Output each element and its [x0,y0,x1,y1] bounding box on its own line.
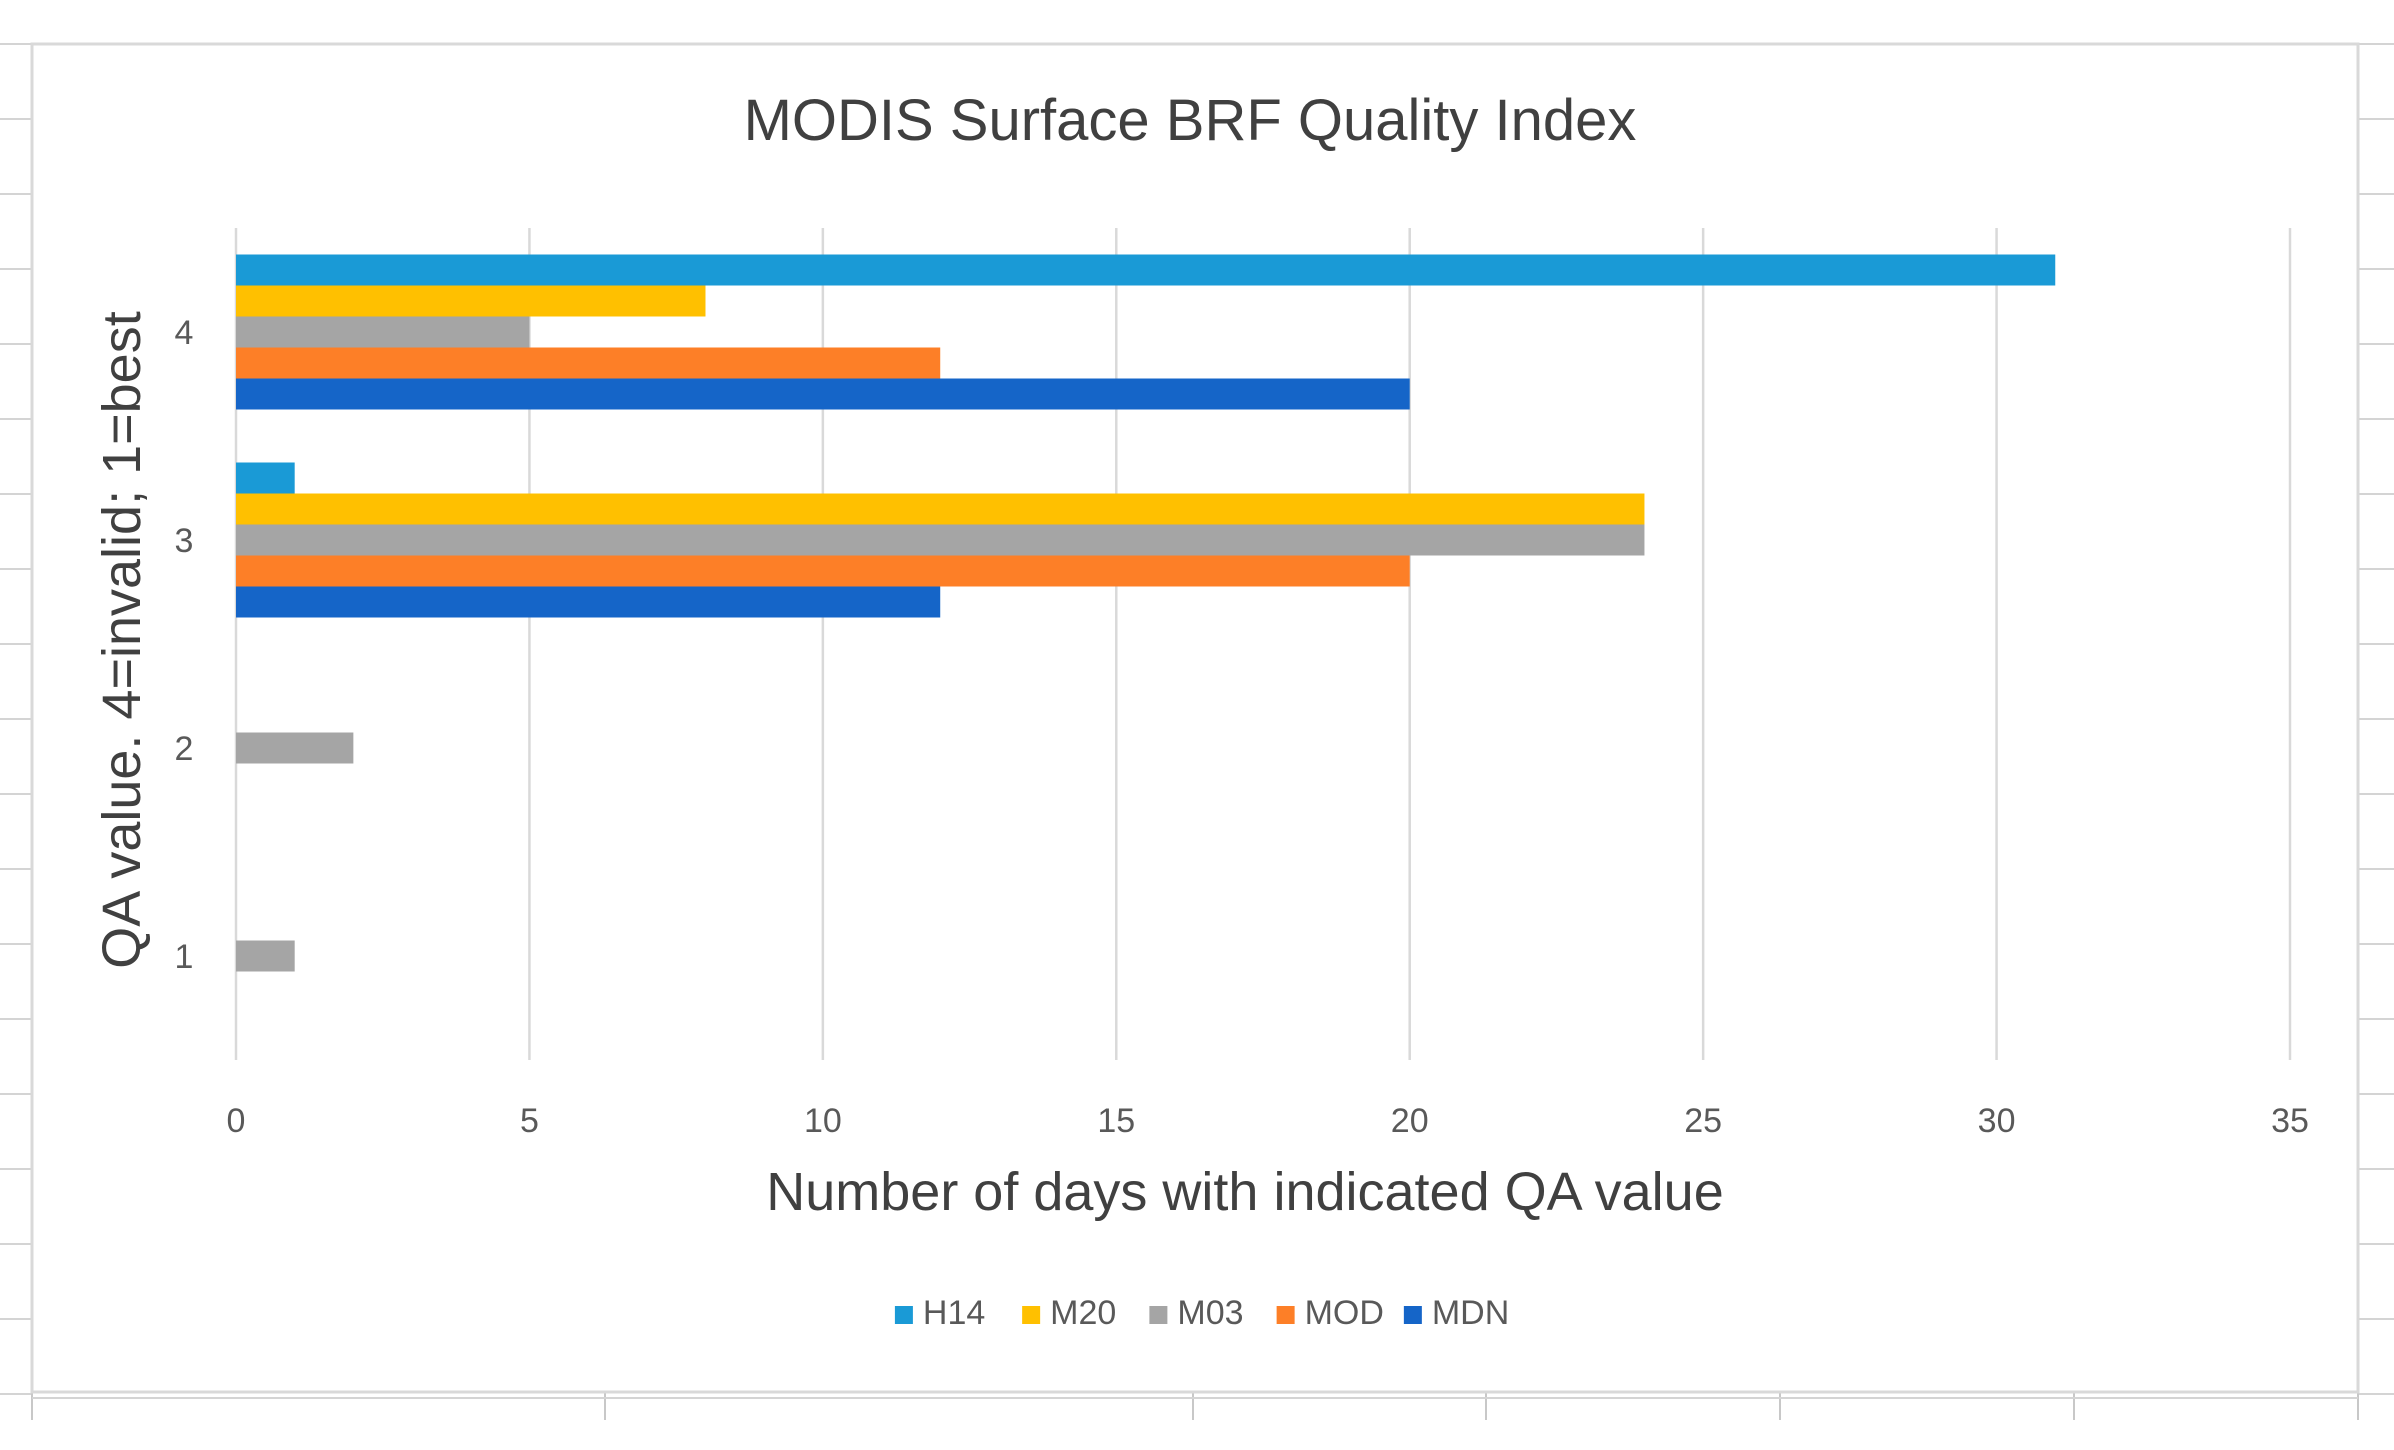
legend-swatch-h14 [894,1306,913,1324]
chart-title: MODIS Surface BRF Quality Index [744,88,1637,153]
bar-series-group [236,254,2056,972]
y-tick-label: 2 [175,730,194,768]
x-tick-label: 15 [1097,1102,1135,1140]
bar-mdn-qa4[interactable] [236,378,1410,410]
chart-legend[interactable]: H14 M20 M03 MOD MDN [894,1294,1509,1332]
legend-label-m03: M03 [1177,1294,1243,1332]
y-tick-label: 4 [175,314,194,352]
x-tick-label: 5 [520,1102,539,1140]
y-axis-label: QA value. 4=invalid; 1=best [92,311,152,968]
bar-m03-qa3[interactable] [236,524,1645,556]
legend-label-mod: MOD [1305,1294,1384,1332]
x-tick-label: 25 [1684,1102,1722,1140]
legend-label-h14: H14 [923,1294,985,1332]
x-tick-label: 35 [2271,1102,2309,1140]
legend-label-mdn: MDN [1432,1294,1509,1332]
bar-m03-qa4[interactable] [236,316,530,348]
bar-m20-qa3[interactable] [236,493,1645,525]
legend-swatch-m03 [1149,1306,1168,1324]
legend-swatch-mod [1276,1306,1295,1324]
y-tick-label: 1 [175,938,194,976]
bar-m20-qa4[interactable] [236,285,706,317]
bar-h14-qa3[interactable] [236,462,295,494]
bar-m03-qa1[interactable] [236,940,295,972]
y-axis-ticks: 1 2 3 4 [175,314,194,976]
x-tick-label: 10 [804,1102,842,1140]
legend-swatch-m20 [1022,1306,1041,1324]
y-tick-label: 3 [175,522,194,560]
x-axis-ticks: 0 5 10 15 20 25 30 35 [227,1102,2309,1140]
x-tick-label: 0 [227,1102,246,1140]
bar-mod-qa4[interactable] [236,347,941,379]
x-tick-label: 20 [1391,1102,1429,1140]
x-axis-label: Number of days with indicated QA value [766,1162,1724,1222]
bar-h14-qa4[interactable] [236,254,2056,286]
bar-mod-qa3[interactable] [236,555,1410,587]
legend-label-m20: M20 [1050,1294,1116,1332]
bar-m03-qa2[interactable] [236,732,354,764]
bar-mdn-qa3[interactable] [236,586,941,618]
spreadsheet-gridlines [0,43,2394,1420]
legend-swatch-mdn [1403,1306,1422,1324]
x-tick-label: 30 [1978,1102,2016,1140]
